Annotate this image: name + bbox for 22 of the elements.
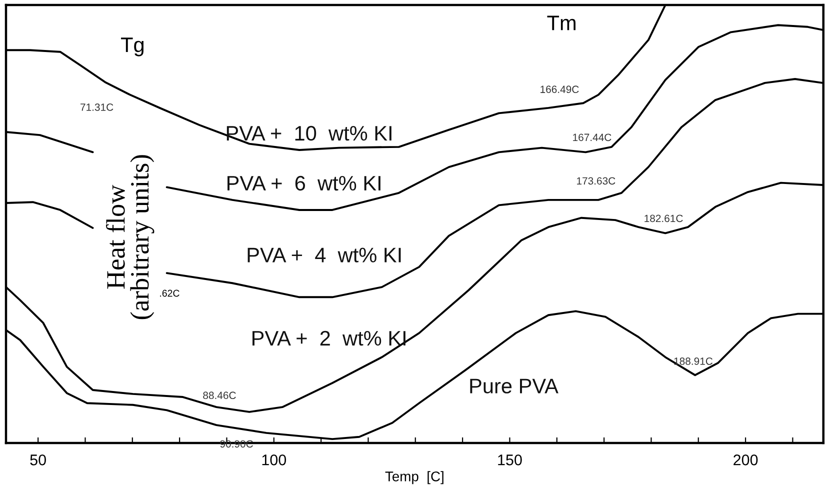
x-axis-title: Temp [C] (385, 471, 444, 484)
series-label: PVA + 4 wt% KI (248, 248, 401, 262)
series-label: PVA + 2 wt% KI (252, 330, 406, 346)
annotation: 166.49C (540, 86, 579, 94)
annotation: .62C (160, 290, 180, 297)
annotation: 188.91C (674, 358, 713, 365)
annotation: 71.31C (80, 104, 114, 111)
annotation: 88.46C (203, 392, 236, 400)
y-axis-title: Heat flow (arbitrary units) (106, 155, 154, 320)
x-tick-label: 200 (734, 454, 758, 466)
series-label: Pure PVA (470, 378, 558, 394)
x-tick-label: 100 (262, 454, 286, 466)
annotation: 167.44C (573, 134, 612, 142)
x-tick-label: 50 (30, 454, 46, 466)
annotation: 90.90C (220, 440, 253, 448)
x-tick-label: 150 (498, 454, 522, 466)
annotation: Tg (121, 38, 144, 56)
series-label: PVA + 10 wt% KI (226, 126, 392, 141)
series-label: PVA + 6 wt% KI (228, 176, 380, 191)
annotation: 173.63C (577, 177, 616, 185)
annotation: 182.61C (644, 214, 683, 222)
annotation: Tm (547, 16, 576, 30)
